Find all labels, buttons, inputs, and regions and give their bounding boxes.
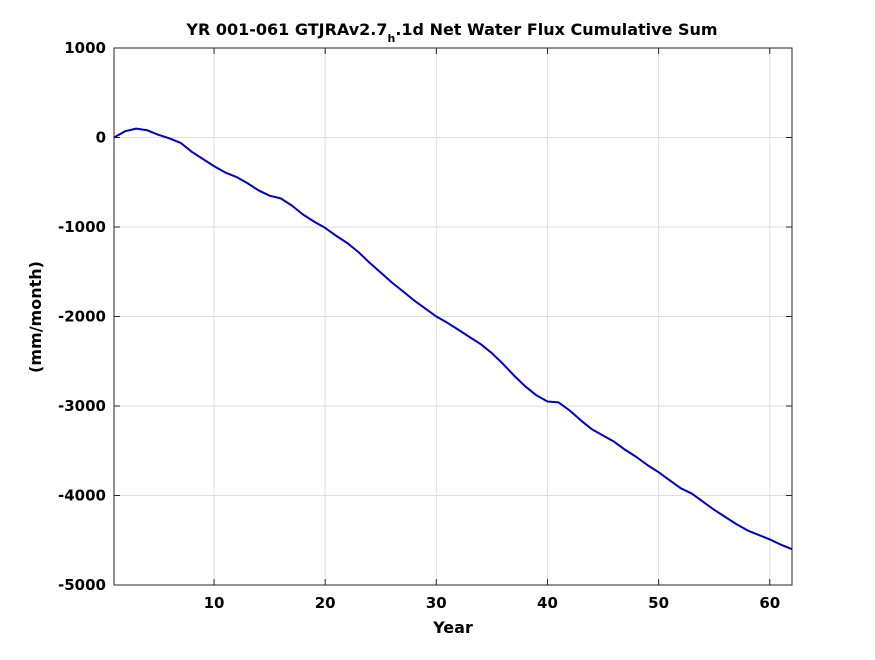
y-axis-label: (mm/month) — [26, 261, 45, 373]
x-tick-label: 10 — [204, 594, 225, 612]
series-layer — [113, 127, 793, 551]
x-tick-label: 20 — [315, 594, 336, 612]
chart-title-suffix: .1d Net Water Flux Cumulative Sum — [395, 20, 717, 39]
y-tick-label: -4000 — [58, 487, 106, 505]
y-tick-label: -1000 — [58, 218, 106, 236]
y-tick-label: 0 — [96, 129, 106, 147]
tick-marks — [114, 47, 792, 586]
series-line — [113, 127, 793, 551]
y-tick-label: -3000 — [58, 397, 106, 415]
y-tick-label: 1000 — [64, 39, 106, 57]
x-axis-label: Year — [432, 618, 473, 637]
x-tick-label: 30 — [426, 594, 447, 612]
x-tick-label: 60 — [759, 594, 780, 612]
chart-title: YR 001-061 GTJRAv2.7h.1d Net Water Flux … — [185, 20, 717, 45]
tick-labels: 10 20 30 40 50 60 1000 0 -1000 -2000 -3000 -4000 -50… — [58, 39, 780, 612]
chart-title-subscript: h — [387, 32, 395, 45]
y-tick-label: -5000 — [58, 576, 106, 594]
x-tick-label: 40 — [537, 594, 558, 612]
x-tick-label: 50 — [648, 594, 669, 612]
chart-title-main: YR 001-061 GTJRAv2.7 — [185, 20, 387, 39]
y-tick-label: -2000 — [58, 308, 106, 326]
